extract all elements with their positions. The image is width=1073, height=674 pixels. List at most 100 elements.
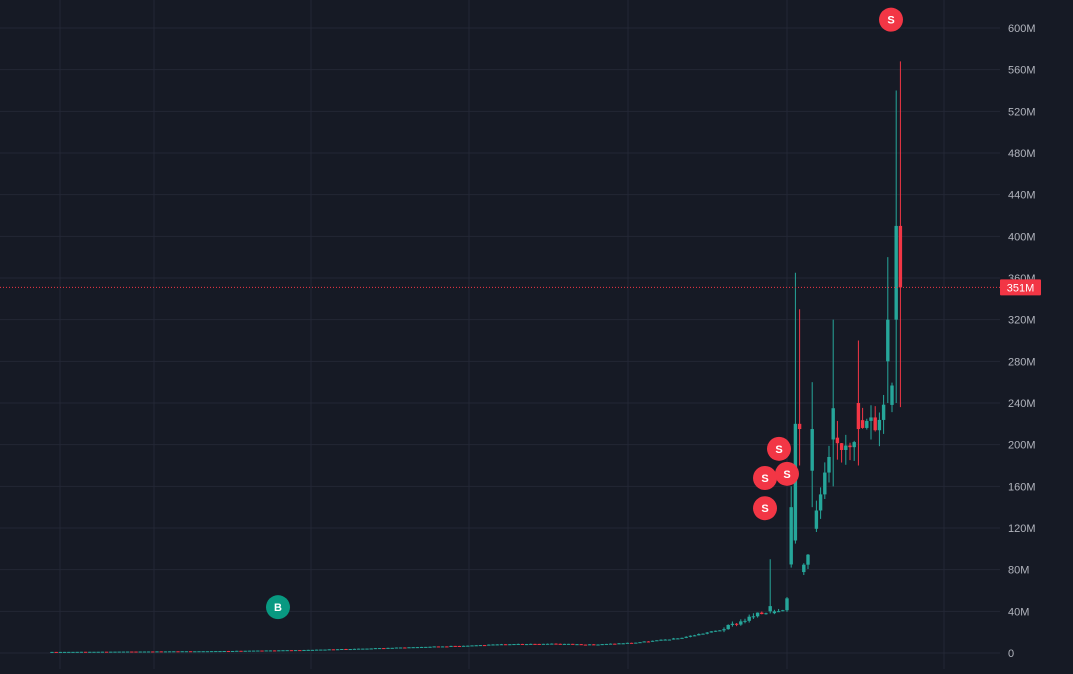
candle [92, 651, 96, 653]
candle [474, 645, 478, 647]
candle [125, 651, 130, 653]
candle [755, 612, 760, 618]
candle-body [382, 648, 386, 650]
candle-body [373, 648, 378, 650]
candle [625, 642, 630, 644]
candle [96, 651, 100, 653]
candle [722, 627, 726, 633]
sell-marker[interactable]: S [775, 461, 799, 486]
marker-label: S [887, 15, 894, 27]
candle [197, 651, 201, 653]
candle-body [776, 611, 781, 613]
candle-body [461, 645, 466, 647]
candle-body [655, 640, 659, 642]
candle-body [79, 651, 84, 653]
price-axis[interactable]: 040M80M120M160M200M240M280M320M360M400M4… [1000, 23, 1041, 660]
sell-marker[interactable]: S [753, 496, 777, 521]
candle-body [134, 651, 138, 653]
candle-body [583, 644, 588, 646]
candle [659, 639, 663, 641]
candle-body [298, 650, 302, 652]
candle [256, 650, 260, 652]
candle-body [440, 646, 445, 648]
candle [394, 647, 399, 649]
candle-body [445, 646, 449, 648]
candle [541, 643, 546, 645]
candle [453, 645, 457, 647]
candle [894, 90, 898, 403]
candle-body [520, 643, 525, 645]
candle [487, 644, 491, 646]
candle-body [340, 648, 344, 650]
candle-body [449, 645, 453, 647]
candle-body [466, 645, 470, 647]
candle [634, 642, 638, 644]
candle-body [562, 643, 567, 645]
candle [503, 644, 508, 646]
candle [760, 611, 764, 615]
marker-circle [753, 466, 777, 490]
candle [88, 651, 92, 653]
candle [734, 623, 739, 627]
candle [272, 650, 277, 652]
candle-body [789, 507, 793, 565]
candle [100, 651, 105, 653]
candle [642, 641, 646, 643]
candle-body [865, 420, 869, 428]
candle [424, 646, 428, 648]
candle [806, 554, 810, 570]
candle-body [361, 648, 365, 650]
candle-body [566, 643, 571, 645]
candle-body [62, 651, 67, 653]
y-tick-label: 600M [1008, 23, 1036, 35]
sell-marker[interactable]: S [879, 7, 903, 32]
candle [667, 639, 672, 641]
marker-circle [879, 7, 903, 32]
candle [121, 651, 126, 653]
candle [566, 643, 571, 645]
candle-body [390, 647, 394, 649]
candle [571, 643, 575, 645]
candle [495, 644, 499, 646]
candle-body [50, 651, 54, 653]
candle [491, 644, 495, 646]
marker-label: S [783, 469, 790, 481]
sell-marker[interactable]: S [767, 436, 791, 461]
candle-body [188, 651, 193, 653]
candle-body [894, 225, 898, 320]
candle-body [692, 635, 697, 637]
candle-body [424, 646, 428, 648]
candle [382, 648, 386, 650]
sell-marker[interactable]: S [753, 466, 777, 490]
candle [155, 651, 159, 653]
candle-body [491, 644, 495, 646]
candle-body [104, 651, 109, 653]
candle-body [201, 651, 205, 653]
candle [608, 643, 613, 645]
candle [520, 643, 525, 645]
candle [869, 405, 873, 440]
candle-body [92, 651, 96, 653]
candle-body [482, 645, 487, 647]
candle [247, 650, 252, 652]
candle-body [529, 643, 533, 645]
candle-body [751, 616, 756, 618]
candle [470, 645, 474, 647]
candle [264, 650, 268, 652]
candle [533, 643, 537, 645]
candle-body [323, 649, 327, 651]
candle-body [356, 648, 361, 650]
candle-body [403, 647, 407, 649]
candle [289, 650, 294, 652]
buy-marker[interactable]: B [266, 595, 290, 620]
candle-body [230, 650, 235, 652]
candles [50, 61, 903, 653]
candle-body [898, 225, 903, 288]
candle [688, 635, 693, 638]
candle [79, 651, 84, 653]
candle [621, 643, 625, 645]
candle-body [785, 598, 789, 611]
candle-body [327, 649, 331, 651]
